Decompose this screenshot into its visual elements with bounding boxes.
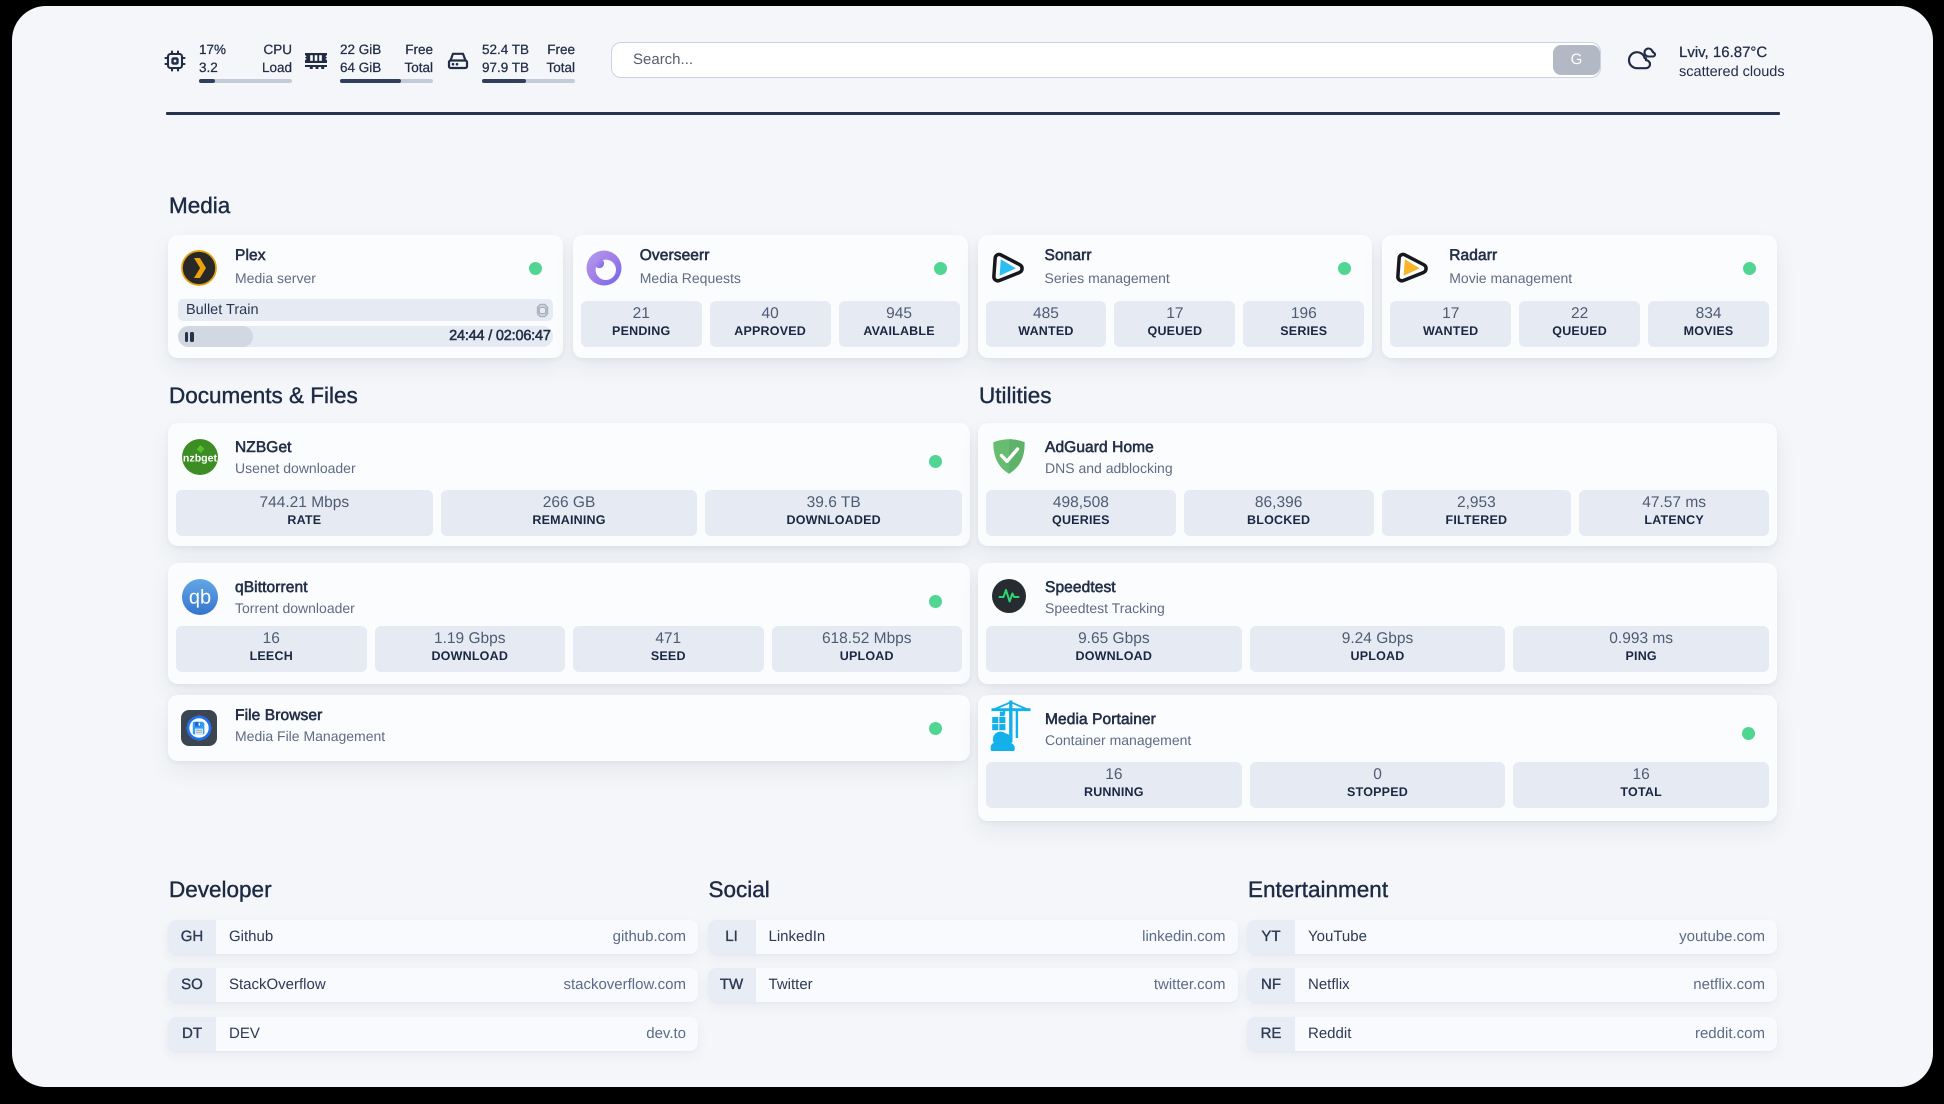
svg-text:nzbget: nzbget bbox=[183, 453, 218, 465]
svg-text:qb: qb bbox=[189, 587, 211, 609]
